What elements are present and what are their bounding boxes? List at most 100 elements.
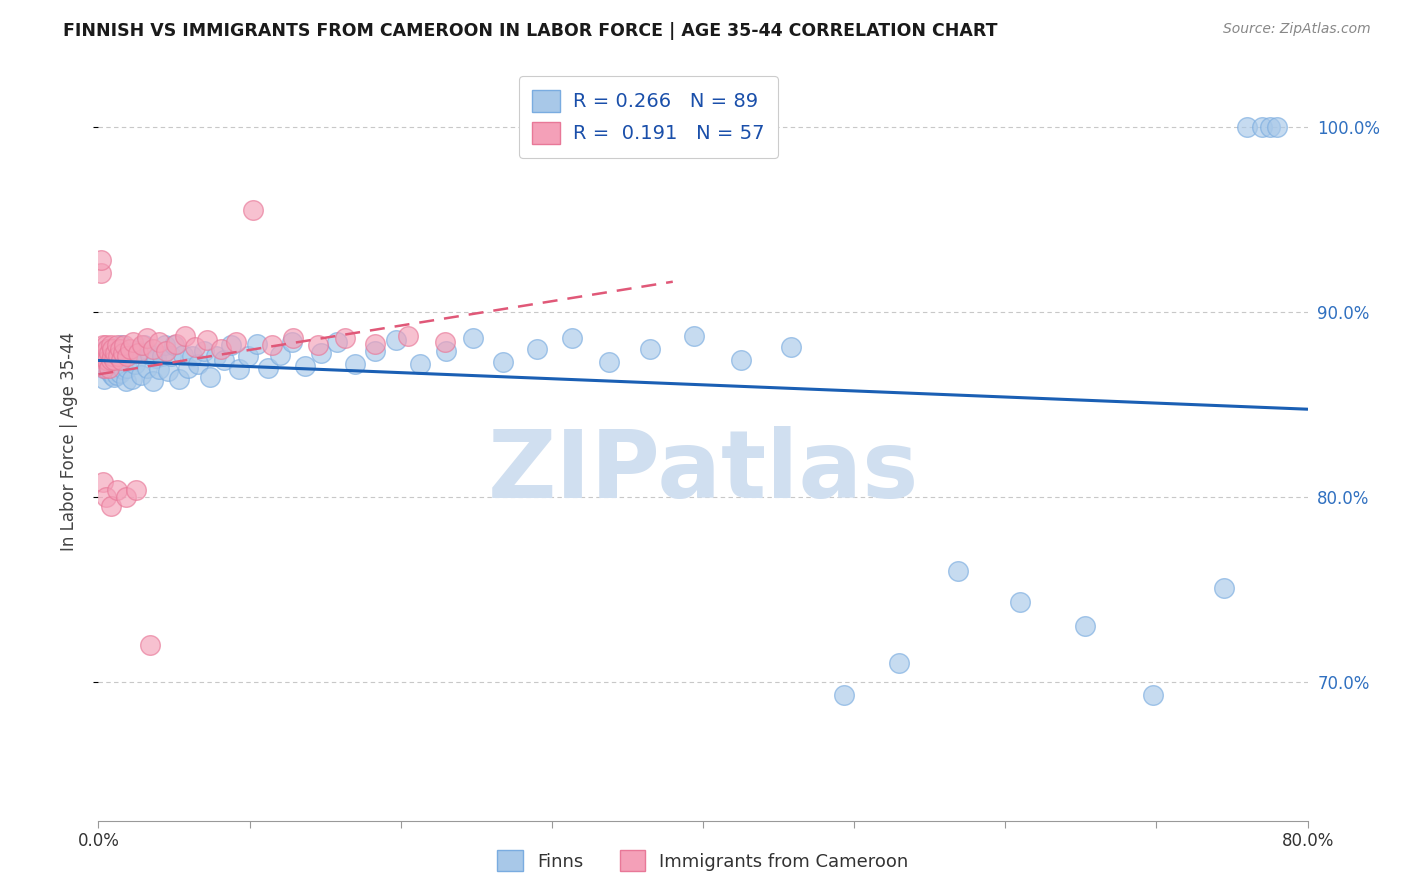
Point — [121, 372, 143, 386]
Point — [155, 343, 177, 358]
Point — [94, 338, 117, 352]
Point — [779, 340, 801, 354]
Point — [110, 353, 132, 368]
Point — [101, 368, 124, 382]
Text: FINNISH VS IMMIGRANTS FROM CAMEROON IN LABOR FORCE | AGE 35-44 CORRELATION CHART: FINNISH VS IMMIGRANTS FROM CAMEROON IN L… — [63, 22, 998, 40]
Point — [153, 338, 176, 352]
Point — [1267, 120, 1289, 135]
Point — [91, 350, 114, 364]
Point — [139, 638, 162, 652]
Point — [309, 345, 332, 359]
Point — [100, 338, 122, 352]
Point — [148, 362, 170, 376]
Point — [100, 342, 122, 356]
Point — [90, 266, 112, 280]
Point — [256, 360, 278, 375]
Point — [225, 334, 247, 349]
Point — [242, 203, 264, 218]
Point — [103, 369, 125, 384]
Point — [142, 374, 165, 388]
Point — [167, 372, 190, 386]
Point — [94, 348, 117, 362]
Point — [94, 490, 117, 504]
Y-axis label: In Labor Force | Age 35-44: In Labor Force | Age 35-44 — [59, 332, 77, 551]
Point — [150, 350, 173, 364]
Point — [104, 343, 127, 358]
Point — [139, 348, 162, 362]
Point — [1213, 581, 1236, 595]
Legend: Finns, Immigrants from Cameroon: Finns, Immigrants from Cameroon — [491, 843, 915, 879]
Point — [160, 350, 183, 364]
Point — [118, 348, 141, 362]
Point — [281, 334, 304, 349]
Point — [221, 338, 243, 352]
Point — [107, 342, 129, 356]
Point — [364, 343, 387, 358]
Point — [93, 350, 115, 364]
Point — [1010, 595, 1032, 609]
Point — [100, 500, 122, 514]
Point — [104, 355, 127, 369]
Point — [110, 338, 132, 352]
Point — [114, 490, 136, 504]
Point — [187, 357, 209, 371]
Point — [683, 329, 706, 343]
Point — [100, 357, 122, 371]
Point — [145, 351, 167, 366]
Point — [195, 333, 218, 347]
Point — [91, 475, 114, 490]
Point — [148, 334, 170, 349]
Point — [236, 350, 259, 364]
Point — [560, 331, 582, 345]
Point — [125, 483, 148, 497]
Point — [173, 329, 195, 343]
Point — [93, 345, 115, 359]
Point — [98, 360, 121, 375]
Point — [142, 342, 165, 356]
Point — [111, 362, 134, 376]
Point — [91, 343, 114, 358]
Point — [135, 331, 157, 345]
Point — [98, 364, 121, 378]
Text: ZIPatlas: ZIPatlas — [488, 425, 918, 518]
Point — [212, 353, 235, 368]
Point — [193, 343, 215, 358]
Point — [1142, 688, 1164, 702]
Point — [96, 353, 118, 368]
Point — [104, 345, 127, 359]
Point — [333, 331, 356, 345]
Point — [409, 357, 432, 371]
Point — [122, 334, 145, 349]
Point — [93, 360, 115, 375]
Point — [492, 355, 515, 369]
Point — [115, 350, 138, 364]
Point — [262, 338, 284, 352]
Point — [326, 334, 349, 349]
Point — [176, 360, 198, 375]
Point — [105, 483, 128, 497]
Point — [463, 331, 485, 345]
Point — [107, 350, 129, 364]
Point — [948, 564, 970, 578]
Point — [598, 355, 620, 369]
Point — [638, 342, 661, 356]
Point — [90, 253, 112, 268]
Point — [135, 360, 157, 375]
Point — [96, 342, 118, 356]
Point — [184, 340, 207, 354]
Point — [832, 688, 855, 702]
Point — [127, 343, 149, 358]
Point — [1236, 120, 1258, 135]
Point — [269, 348, 291, 362]
Point — [112, 350, 135, 364]
Point — [105, 353, 128, 368]
Point — [246, 336, 269, 351]
Point — [209, 342, 232, 356]
Point — [91, 360, 114, 375]
Point — [110, 351, 132, 366]
Point — [228, 362, 250, 376]
Point — [124, 357, 146, 371]
Text: Source: ZipAtlas.com: Source: ZipAtlas.com — [1223, 22, 1371, 37]
Point — [91, 350, 114, 364]
Point — [172, 348, 194, 362]
